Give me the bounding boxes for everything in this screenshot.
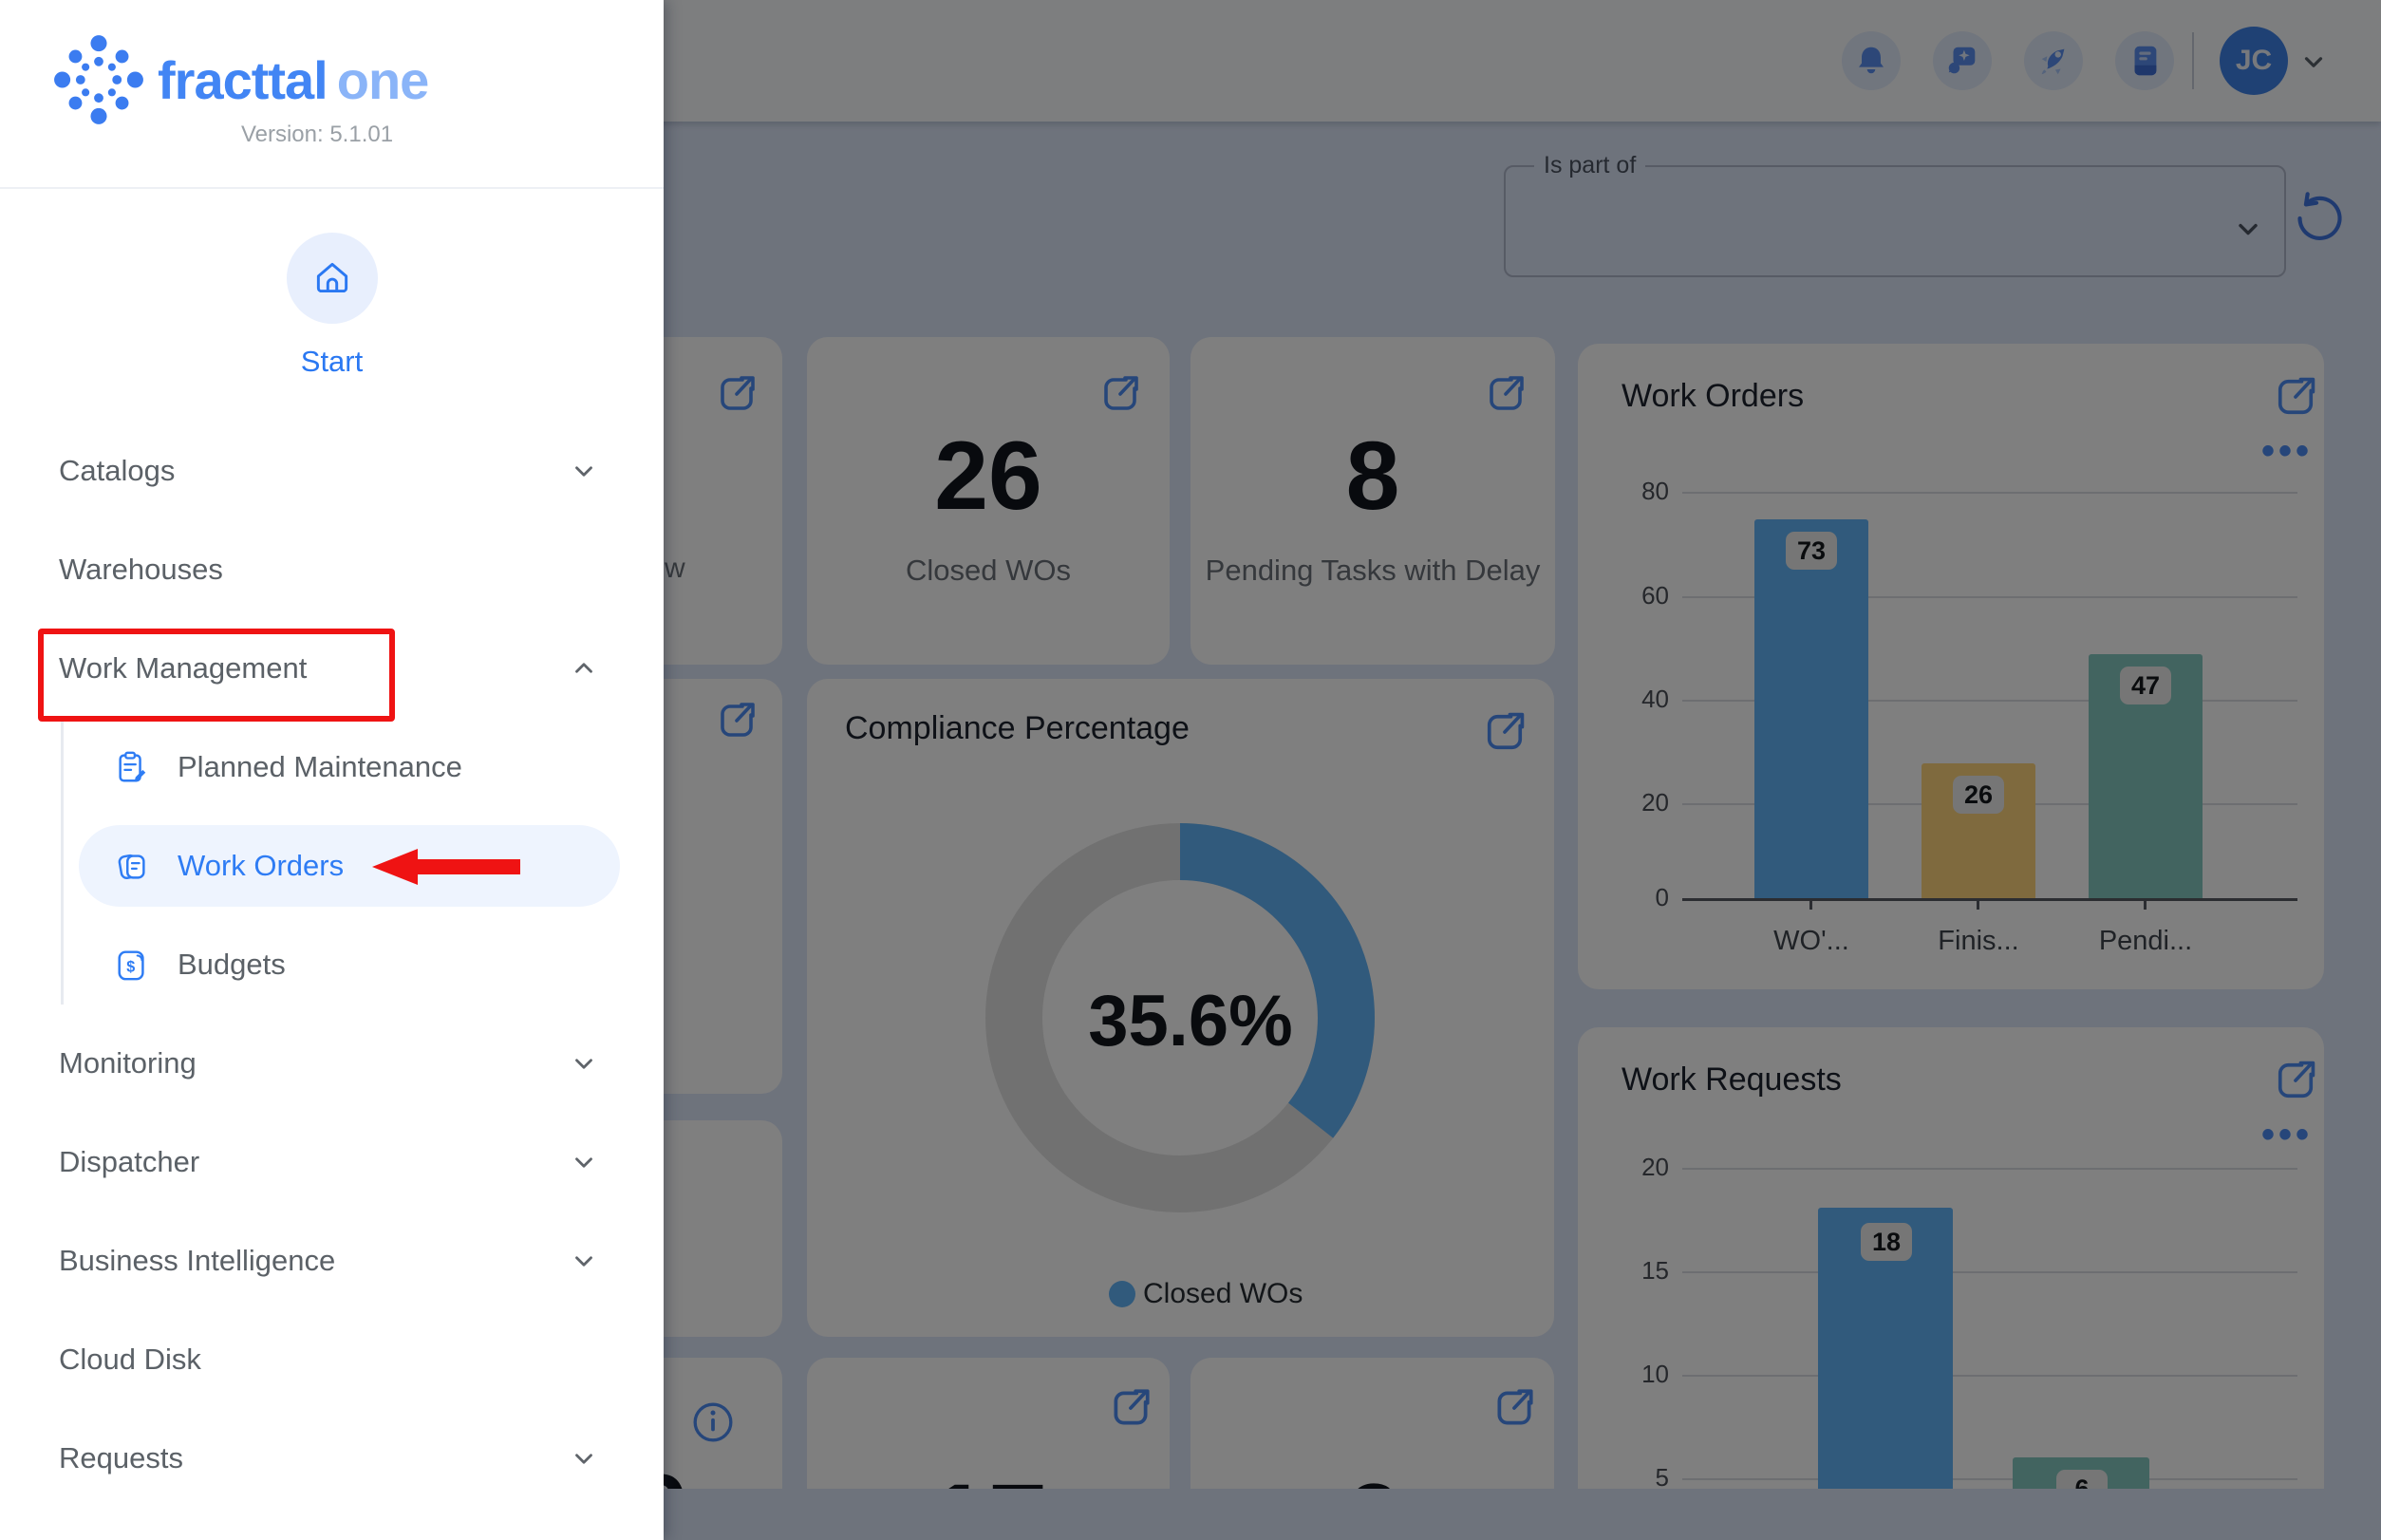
sidebar-item-monitoring[interactable]: Monitoring	[0, 1014, 664, 1113]
home-button[interactable]	[286, 233, 378, 324]
sidebar-item-business-intelligence[interactable]: Business Intelligence	[0, 1211, 664, 1310]
work-orders-icon	[114, 848, 150, 884]
sidebar-item-work-management[interactable]: Work Management	[0, 619, 664, 718]
sidebar-item-budgets[interactable]: $ Budgets	[0, 915, 664, 1014]
sidebar-item-cloud-disk[interactable]: Cloud Disk	[59, 1343, 201, 1376]
annotation-red-arrow-work-orders	[372, 849, 520, 885]
active-item-highlight	[79, 825, 620, 907]
sidebar-item-warehouses[interactable]: Warehouses	[59, 553, 223, 586]
arrow-head	[372, 849, 418, 885]
divider	[0, 187, 664, 189]
start-label: Start	[300, 345, 364, 378]
chevron-down-icon	[570, 1148, 598, 1176]
chevron-down-icon	[570, 1247, 598, 1275]
brand-wordmark: fracttal one	[158, 49, 430, 111]
version-text: Version: 5.1.01	[240, 122, 394, 147]
drawer-scrim-overlay[interactable]	[664, 0, 2381, 1540]
brand-logo: fracttal one	[53, 34, 430, 125]
brand-name: fracttal	[158, 49, 328, 110]
home-icon	[310, 256, 354, 300]
submenu-guide-line	[61, 722, 64, 1005]
sidebar-item-start[interactable]: Start	[0, 233, 664, 379]
dollar-document-icon: $	[114, 947, 150, 983]
chevron-up-icon	[570, 654, 598, 683]
navigation-drawer: fracttal one Version: 5.1.01 Start Catalo…	[0, 0, 664, 1540]
sidebar-item-work-orders[interactable]: Work Orders	[0, 817, 664, 915]
fracttal-dots-logo-icon	[53, 34, 144, 125]
sidebar-item-requests[interactable]: Requests	[0, 1409, 664, 1508]
chevron-down-icon	[570, 1049, 598, 1078]
brand-product: one	[336, 49, 430, 110]
sidebar-item-catalogs[interactable]: Catalogs	[0, 422, 664, 520]
svg-text:$: $	[126, 959, 135, 976]
clipboard-pencil-icon	[114, 749, 150, 785]
sidebar-item-dispatcher[interactable]: Dispatcher	[0, 1113, 664, 1211]
annotation-red-box-work-management	[38, 629, 395, 722]
chevron-down-icon	[570, 1444, 598, 1473]
sidebar-item-planned-maintenance[interactable]: Planned Maintenance	[0, 718, 664, 817]
arrow-shaft	[416, 859, 520, 874]
chevron-down-icon	[570, 457, 598, 485]
